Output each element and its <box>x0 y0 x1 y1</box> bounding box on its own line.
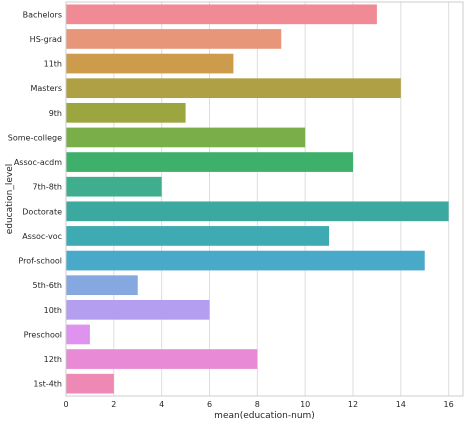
y-tick-label: 7th-8th <box>33 183 62 192</box>
x-tick-label: 2 <box>111 400 116 409</box>
plot-frame <box>65 1 464 397</box>
y-tick-label: Assoc-voc <box>22 232 62 241</box>
bar-11th <box>66 53 234 74</box>
bar-preschool <box>66 324 90 345</box>
bar-assoc-voc <box>66 226 330 246</box>
y-tick-label: 12th <box>44 355 62 364</box>
y-axis-label: education_level <box>5 164 15 235</box>
y-tick-labels: Bachelors HS-grad 11th Masters 9th Some-colle… <box>8 10 62 388</box>
bar-hs-grad <box>66 29 282 49</box>
y-tick-label: Some-college <box>8 133 62 142</box>
y-tick-label: Doctorate <box>22 207 62 216</box>
y-tick-label: 10th <box>44 306 62 315</box>
bar-12th <box>66 349 258 369</box>
x-tick-label: 0 <box>63 400 68 409</box>
bar-5th-6th <box>66 275 138 296</box>
x-tick-label: 4 <box>159 400 164 409</box>
bar-doctorate <box>66 201 449 222</box>
x-tick-label: 16 <box>444 400 454 409</box>
y-tick-label: Masters <box>31 84 63 93</box>
x-tick-label: 12 <box>348 400 358 409</box>
x-tick-labels: 0 2 4 6 8 10 12 14 16 <box>63 400 453 409</box>
bar-9th <box>66 102 186 123</box>
y-tick-label: 9th <box>49 109 62 118</box>
bar-prof-school <box>66 250 425 271</box>
x-axis-label: mean(education-num) <box>214 411 315 421</box>
bar-1st-4th <box>66 373 114 394</box>
y-tick-label: Bachelors <box>23 10 62 19</box>
x-tick-label: 10 <box>300 400 310 409</box>
y-tick-label: 5th-6th <box>33 281 62 290</box>
y-tick-label: 1st-4th <box>33 380 62 389</box>
bar-bachelors <box>66 4 377 25</box>
y-tick-label: Assoc-acdm <box>14 158 62 167</box>
bar-some-college <box>66 127 306 148</box>
x-tick-label: 14 <box>396 400 406 409</box>
bar-assoc-acdm <box>66 152 353 172</box>
y-tick-label: Preschool <box>24 330 62 339</box>
bars <box>66 4 449 394</box>
bar-masters <box>66 78 401 99</box>
y-tick-label: HS-grad <box>30 35 62 44</box>
bar-10th <box>66 299 210 320</box>
x-tick-label: 8 <box>255 400 260 409</box>
x-tick-label: 6 <box>207 400 212 409</box>
y-tick-label: 11th <box>44 60 62 69</box>
y-tick-label: Prof-school <box>18 257 62 266</box>
bar-7th-8th <box>66 176 162 197</box>
